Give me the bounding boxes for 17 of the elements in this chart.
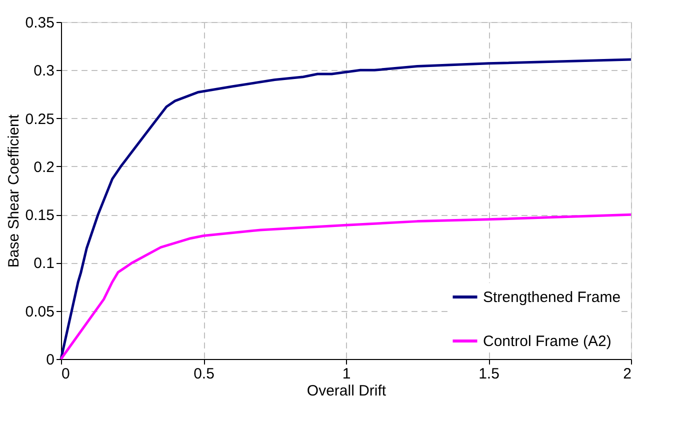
x-axis-title: Overall Drift [306,382,387,400]
x-tick-label: 2 [623,366,632,382]
y-tick-label: 0.25 [25,110,54,128]
y-tick-label: 0.05 [25,303,54,320]
x-tick-label: 0 [62,366,70,382]
x-tick-label: 0.5 [194,366,214,382]
legend-label: Control Frame (A2) [483,333,612,350]
y-tick-label: 0.15 [25,207,54,224]
y-tick-label: 0.3 [34,62,54,80]
x-tick-label: 1.5 [478,366,500,382]
legend-label: Strengthened Frame [483,289,621,306]
y-tick-label: 0.2 [34,158,54,176]
y-tick-label: 0.1 [34,255,54,272]
x-tick-label: 1 [342,366,351,382]
y-tick-label: 0.35 [25,14,54,32]
y-axis-title: Base Shear Coefficient [5,114,22,268]
y-tick-label: 0 [46,352,54,368]
